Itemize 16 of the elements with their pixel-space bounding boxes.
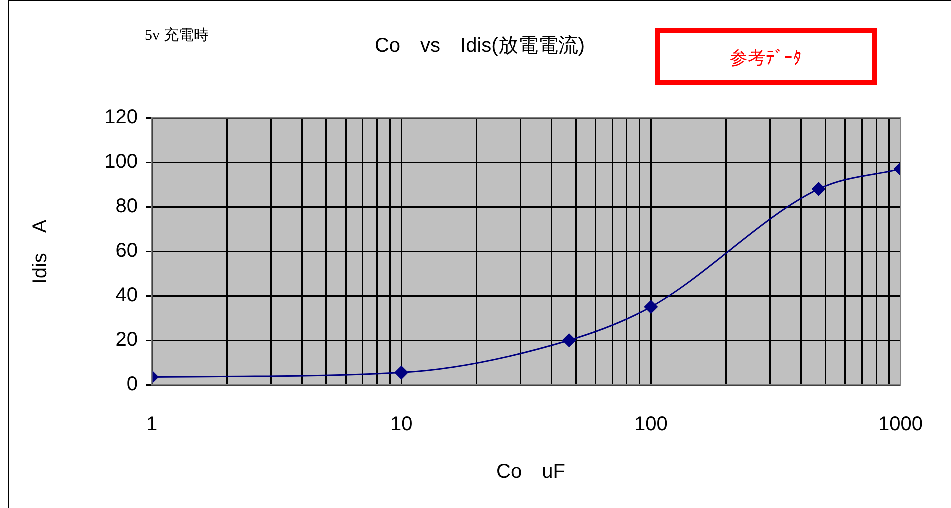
y-tick-label: 20 <box>116 329 138 352</box>
chart-title: Co vs Idis(放電電流) <box>374 34 586 59</box>
x-tick-label: 100 <box>634 414 668 436</box>
text: 5v 充電時 <box>145 26 209 45</box>
y-tick-label: 120 <box>104 106 138 129</box>
x-tick-label: 1000 <box>878 414 924 436</box>
text: 参考ﾃﾞｰﾀ <box>730 47 802 70</box>
y-axis-title: Idis A <box>28 220 52 284</box>
x-tick-label: 10 <box>390 414 413 436</box>
x-tick-label: 1 <box>146 414 158 436</box>
y-tick-label: 100 <box>104 151 138 174</box>
y-tick-label: 80 <box>116 196 138 218</box>
x-axis-title: Co uF <box>496 460 566 485</box>
y-tick-label: 60 <box>116 240 138 262</box>
y-tick-label: 40 <box>116 284 138 307</box>
y-tick-label: 0 <box>126 374 138 396</box>
